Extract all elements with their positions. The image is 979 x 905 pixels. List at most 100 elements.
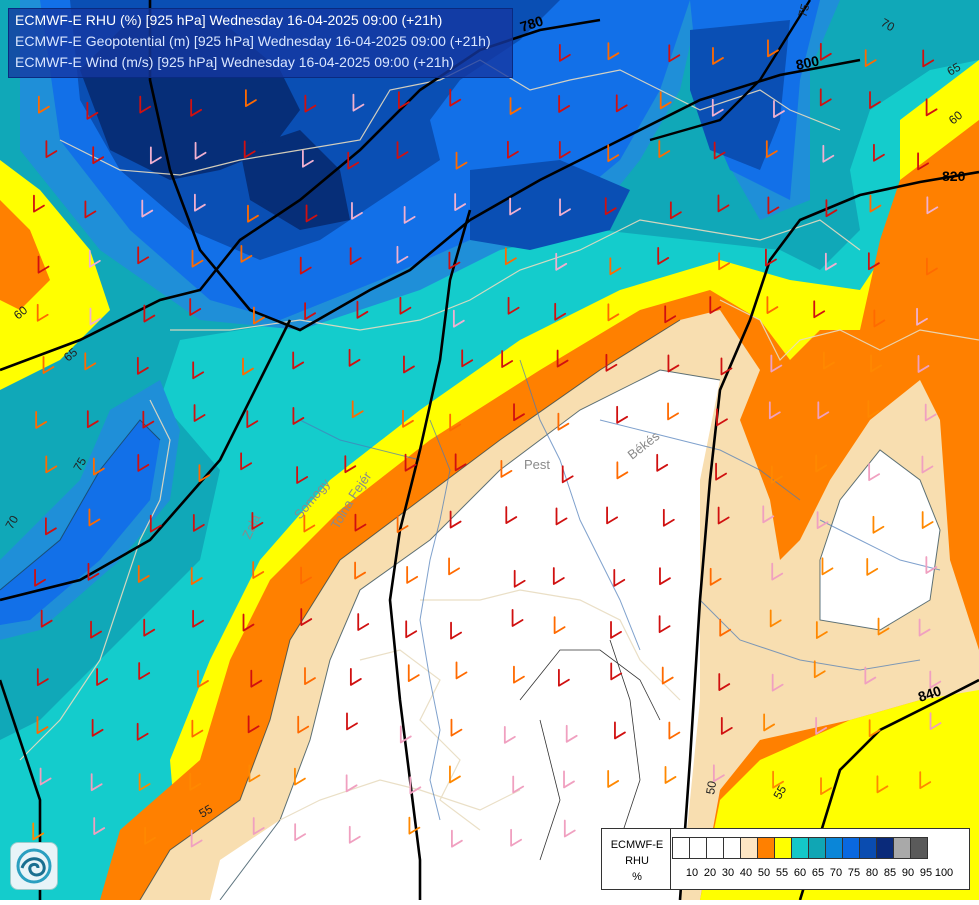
wind-barb: [825, 199, 838, 218]
wind-barb: [614, 721, 626, 740]
wind-barb: [664, 766, 677, 784]
wind-barb: [668, 721, 681, 740]
wind-barb: [610, 662, 623, 681]
wind-barb: [36, 716, 49, 734]
wind-barb: [819, 42, 832, 61]
wind-barb: [503, 725, 516, 744]
wind-barb: [92, 146, 105, 165]
legend-tick-label: 75: [847, 867, 861, 879]
legend-divider: [670, 829, 671, 889]
rhu-legend: ECMWF-E RHU % 10 20 30 40 50 55 60 65 70 75 80 85 90…: [601, 828, 970, 890]
wind-barb: [607, 303, 620, 322]
wind-barb: [718, 673, 731, 691]
wind-barb: [349, 668, 362, 686]
wind-barb: [349, 247, 362, 266]
legend-tick-label: 30: [721, 867, 735, 879]
wind-barb: [922, 49, 935, 68]
wind-barb: [96, 668, 108, 686]
wind-barb: [351, 201, 363, 220]
wind-barb: [149, 514, 162, 533]
wind-barb: [607, 42, 620, 61]
wind-barb: [917, 355, 930, 373]
wind-barb: [141, 199, 154, 218]
wind-barb: [717, 506, 730, 525]
rhu-field-90-right: [690, 20, 790, 170]
wind-barb: [919, 771, 932, 790]
wind-barb: [772, 770, 784, 789]
wind-barb: [449, 413, 462, 432]
wind-barb: [823, 351, 835, 370]
wind-barb: [511, 609, 524, 627]
legend-swatch: [672, 837, 690, 859]
wind-barb: [877, 617, 890, 636]
wind-barb: [192, 513, 205, 532]
wind-barb: [252, 817, 265, 835]
wind-barb: [190, 829, 203, 848]
wind-barb: [606, 506, 618, 525]
wind-barb: [556, 349, 569, 368]
legend-tick-label: 60: [793, 867, 807, 879]
wind-barb: [607, 770, 620, 788]
wind-barb: [448, 251, 461, 270]
wind-barb: [821, 557, 834, 576]
wind-barb: [709, 296, 722, 314]
wind-barb: [149, 146, 162, 165]
wind-barb: [450, 718, 463, 737]
wind-barb: [718, 252, 731, 271]
wind-barb: [299, 256, 312, 275]
legend-swatches: [672, 837, 928, 859]
wind-barb: [348, 348, 361, 367]
wind-barb: [344, 455, 357, 474]
geopotential-label-800: 800: [794, 52, 820, 73]
wind-barb: [455, 151, 468, 170]
wind-barb: [771, 562, 784, 581]
wind-barb: [872, 515, 885, 534]
rhu-label: 65: [945, 60, 964, 79]
wind-barb: [513, 569, 526, 588]
wind-barb: [604, 197, 617, 216]
wind-barb: [198, 464, 211, 483]
wind-barb: [661, 666, 674, 685]
wind-barb: [136, 356, 149, 375]
wind-barb: [762, 505, 775, 524]
wind-barb: [451, 829, 463, 848]
wind-barb: [93, 817, 106, 835]
legend-swatch: [689, 837, 707, 859]
wind-barb: [559, 198, 571, 217]
wind-barb: [455, 661, 468, 680]
legend-swatch: [723, 837, 741, 859]
legend-swatch: [910, 837, 928, 859]
wind-barb: [294, 767, 306, 786]
wind-barb: [616, 405, 629, 424]
wind-barb: [251, 511, 264, 530]
wind-barb: [194, 141, 207, 160]
wind-barb: [916, 307, 928, 326]
wind-barb: [352, 93, 365, 112]
wind-barb: [504, 247, 517, 266]
wind-barb: [86, 410, 99, 429]
wind-barb: [190, 567, 203, 585]
wind-barb: [248, 764, 261, 783]
wind-barb: [40, 609, 53, 628]
wind-barb: [869, 194, 882, 213]
wind-barb: [558, 95, 571, 113]
wind-barb: [448, 557, 460, 576]
wind-barb: [717, 194, 730, 213]
wind-barb: [403, 355, 415, 374]
wind-barb: [304, 302, 316, 321]
wind-barb: [662, 508, 675, 527]
wind-barb: [507, 296, 520, 315]
wind-barb: [292, 351, 305, 370]
ecmwf-logo: [10, 842, 58, 890]
rhu-field-90-b: [470, 160, 630, 250]
wind-barb: [454, 193, 467, 211]
wind-barb: [763, 713, 776, 732]
wind-barb: [406, 565, 419, 584]
wind-barb: [240, 452, 253, 471]
wind-barb: [873, 309, 886, 328]
wind-barb: [407, 664, 420, 682]
legend-swatch: [740, 837, 758, 859]
wind-barb: [509, 197, 522, 216]
wind-barb: [194, 193, 206, 212]
